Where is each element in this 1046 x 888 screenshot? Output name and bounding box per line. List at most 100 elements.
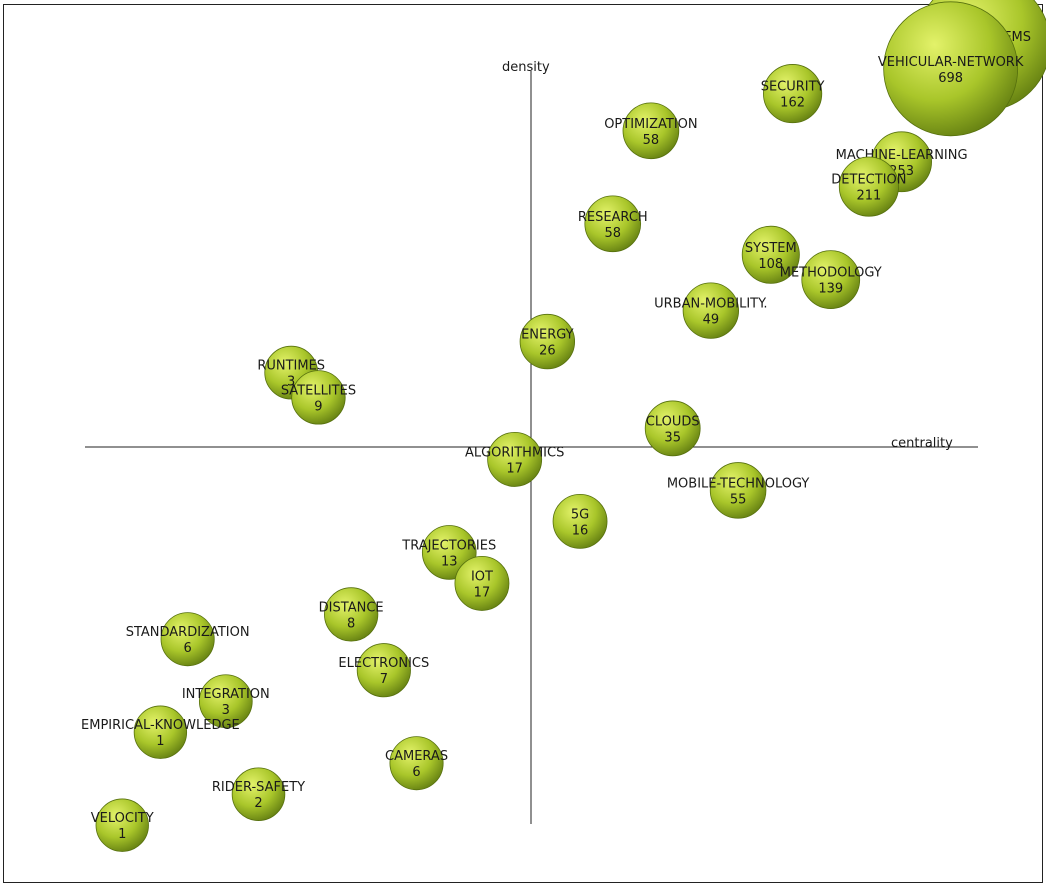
- bubble-label: MOBILE-TECHNOLOGY: [667, 476, 810, 491]
- bubble-value: 9: [314, 399, 322, 414]
- bubble-label: SECURITY: [761, 80, 825, 95]
- bubble-circle: [160, 612, 215, 667]
- y-axis-label: density: [502, 60, 550, 75]
- bubble-value: 17: [474, 585, 491, 600]
- bubble-label: STANDARDIZATION: [126, 625, 250, 640]
- bubble-circle: [519, 313, 576, 370]
- bubble-circle: [763, 64, 823, 124]
- bubble-value: 3: [222, 703, 230, 718]
- bubble-label: OPTIMIZATION: [604, 117, 697, 132]
- bubble-circle: [291, 370, 346, 425]
- bubble-label: IOT: [471, 569, 493, 584]
- bubble-label: RESEARCH: [578, 210, 648, 225]
- bubble-label: CAMERAS: [385, 749, 448, 764]
- bubble-value: 49: [703, 313, 720, 328]
- bubble-label: DISTANCE: [319, 600, 384, 615]
- bubble-circle: [644, 400, 701, 457]
- bubble-circle: [356, 643, 411, 698]
- bubble-value: 55: [730, 492, 747, 507]
- bubble-label: INTEGRATION: [182, 687, 270, 702]
- bubble-label: RIDER-SAFETY: [212, 780, 305, 795]
- bubble-value: 13: [441, 554, 458, 569]
- bubble-circle: [584, 195, 642, 253]
- bubble-value: 16: [572, 523, 589, 538]
- bubble-label: DETECTION: [831, 173, 906, 188]
- bubble-circle: [801, 250, 861, 309]
- bubble-circle: [883, 1, 1019, 137]
- bubble-label: VELOCITY: [91, 811, 154, 826]
- bubble-circle: [133, 705, 188, 759]
- bubble-circle: [487, 431, 543, 487]
- bubble-value: 108: [758, 257, 783, 272]
- bubble-label: URBAN-MOBILITY.: [654, 297, 767, 312]
- bubble-value: 8: [347, 616, 355, 631]
- bubble-label: ELECTRONICS: [338, 656, 429, 671]
- bubble-circle: [741, 225, 800, 284]
- bubble-value: 211: [856, 189, 881, 204]
- bubble-circle: [324, 587, 379, 642]
- bubble-value: 58: [604, 226, 621, 241]
- bubble: URBAN-MOBILITY.49: [654, 282, 768, 339]
- bubble-label: EMPIRICAL-KNOWLEDGE: [81, 718, 240, 733]
- bubble-label: RUNTIMES: [257, 359, 325, 374]
- bubble-value: 17: [506, 461, 523, 476]
- bubble-label: ALGORITHMICS: [465, 445, 564, 460]
- bubble-circle: [454, 555, 510, 611]
- bubble-label: ENERGY: [521, 328, 574, 343]
- bubble-value: 698: [938, 71, 963, 86]
- bubble-value: 7: [380, 672, 388, 687]
- bubble-circle: [552, 494, 608, 549]
- bubble-value: 26: [539, 344, 556, 359]
- bubble-layer: ARTIFICIAL-SYSTEMS775VEHICULAR-NETWORK69…: [81, 0, 1046, 852]
- bubble-circle: [709, 462, 767, 519]
- bubble-circle: [838, 156, 899, 217]
- bubble-value: 58: [643, 133, 660, 148]
- bubble-value: 1: [118, 827, 126, 842]
- bubble-value: 1: [156, 734, 164, 749]
- bubble-label: CLOUDS: [646, 414, 700, 429]
- bubble-value: 139: [818, 282, 843, 297]
- bubble-value: 162: [780, 96, 805, 111]
- x-axis-label: centrality: [891, 436, 953, 451]
- bubble-value: 6: [184, 641, 192, 656]
- bubble-label: SATELLITES: [281, 383, 356, 398]
- bubble-value: 6: [412, 765, 420, 780]
- bubble-circle: [682, 282, 739, 339]
- bubble-label: METHODOLOGY: [780, 266, 882, 281]
- bubble-value: 35: [664, 430, 681, 445]
- bubble-circle: [198, 674, 253, 729]
- bubble-circle: [95, 798, 149, 852]
- bubble-value: 3: [287, 375, 295, 390]
- bubble-label: 5G: [571, 507, 589, 522]
- bubble-label: VEHICULAR-NETWORK: [878, 55, 1024, 70]
- bubble-label: TRAJECTORIES: [401, 538, 496, 553]
- bubble-circle: [231, 767, 286, 821]
- bubble-value: 2: [254, 796, 262, 811]
- bubble-circle: [622, 102, 680, 160]
- bubble-circle: [389, 736, 444, 791]
- bubble-label: SYSTEM: [745, 241, 797, 256]
